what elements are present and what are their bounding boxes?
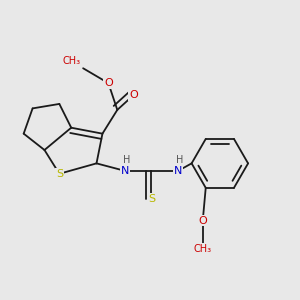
Text: CH₃: CH₃ (194, 244, 212, 254)
Text: S: S (56, 169, 63, 179)
Text: S: S (148, 194, 155, 204)
Text: O: O (104, 78, 113, 88)
Text: H: H (122, 154, 130, 164)
Text: N: N (174, 166, 182, 176)
Text: CH₃: CH₃ (62, 56, 80, 66)
Text: H: H (176, 154, 183, 164)
Text: O: O (129, 90, 138, 100)
Text: N: N (121, 166, 129, 176)
Text: O: O (198, 215, 207, 226)
